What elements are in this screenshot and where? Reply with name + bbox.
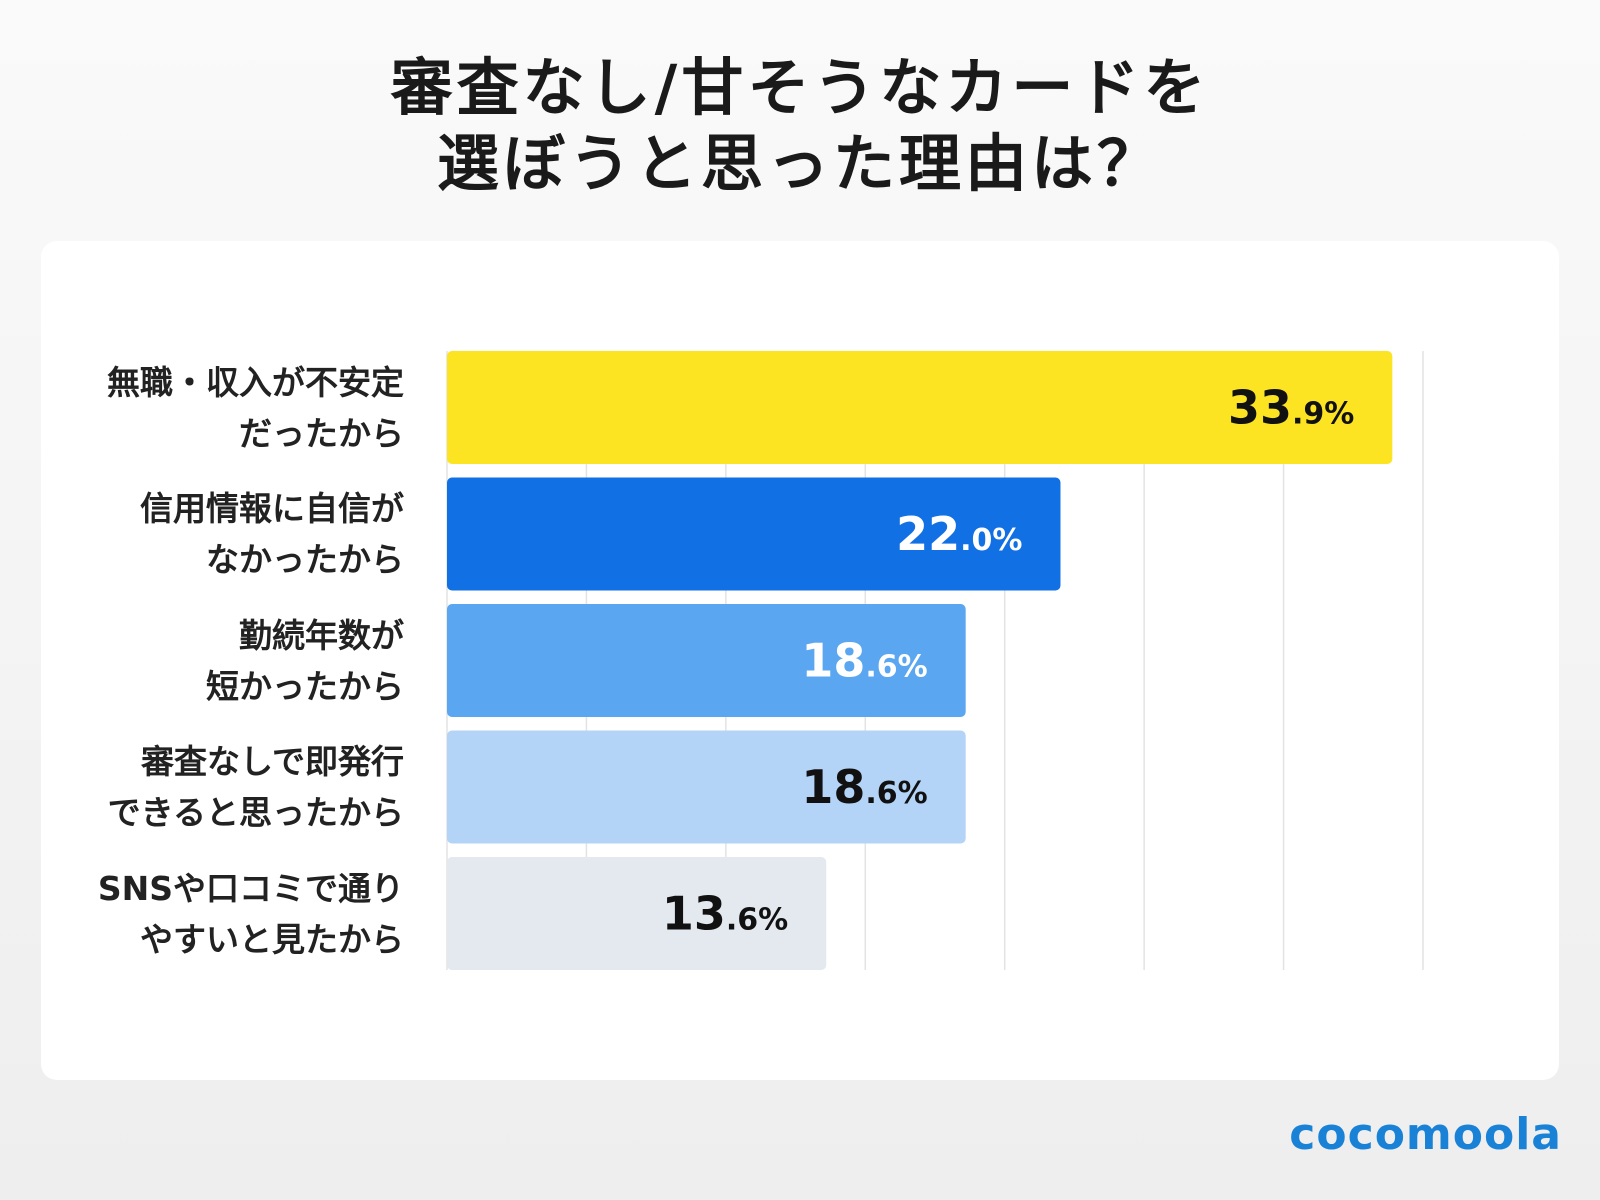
bar: [447, 477, 1061, 591]
value-label: 18.6%: [801, 760, 927, 814]
value-label: 22.0%: [896, 507, 1022, 561]
bar: [447, 604, 966, 717]
value-label: 13.6%: [662, 887, 788, 941]
category-label: SNSや口コミで通り やすいと見たから: [97, 868, 404, 959]
bar: [447, 730, 966, 844]
value-label: 18.6%: [801, 634, 927, 688]
category-label: 勤続年数が 短かったから: [206, 615, 404, 706]
bar: [447, 351, 1393, 464]
category-label: 無職・収入が不安定 だったから: [107, 362, 404, 453]
chart-title: 審査なし/甘そうなカードを 選ぼうと思った理由は？: [390, 51, 1210, 200]
category-label: 審査なしで即発行 できると思ったから: [107, 742, 404, 832]
category-label: 信用情報に自信が なかったから: [140, 489, 404, 579]
bar: [447, 857, 827, 970]
logo: cocomoola: [1289, 1109, 1562, 1160]
value-label: 33.9%: [1228, 381, 1354, 435]
